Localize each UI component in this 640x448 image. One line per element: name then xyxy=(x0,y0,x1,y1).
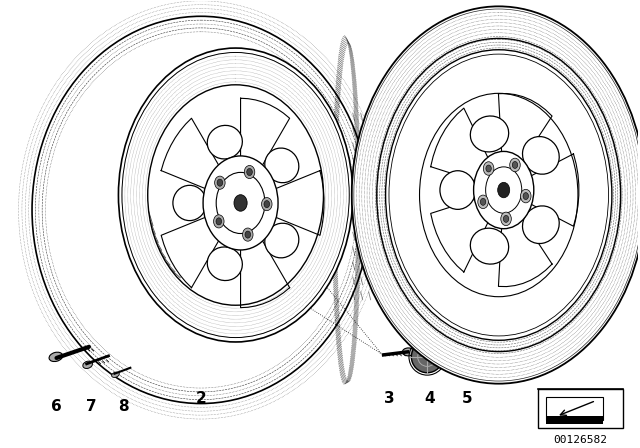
Text: 4: 4 xyxy=(424,391,435,406)
Ellipse shape xyxy=(452,357,480,377)
Ellipse shape xyxy=(83,361,92,369)
Ellipse shape xyxy=(470,116,509,152)
Ellipse shape xyxy=(264,201,269,207)
Ellipse shape xyxy=(478,195,488,209)
Ellipse shape xyxy=(486,165,492,172)
Text: 7: 7 xyxy=(86,399,97,414)
Ellipse shape xyxy=(214,215,224,228)
Text: 8: 8 xyxy=(118,399,129,414)
Ellipse shape xyxy=(474,151,534,228)
Text: 3: 3 xyxy=(384,391,395,406)
Ellipse shape xyxy=(522,137,559,174)
Ellipse shape xyxy=(216,172,265,233)
Ellipse shape xyxy=(385,50,612,340)
Ellipse shape xyxy=(216,218,221,225)
Ellipse shape xyxy=(420,93,578,297)
Ellipse shape xyxy=(467,364,475,370)
Ellipse shape xyxy=(520,190,531,203)
Ellipse shape xyxy=(522,206,559,244)
Circle shape xyxy=(412,341,443,373)
Ellipse shape xyxy=(245,231,251,238)
Ellipse shape xyxy=(111,372,119,377)
Bar xyxy=(547,417,603,424)
Ellipse shape xyxy=(458,362,474,372)
Ellipse shape xyxy=(512,161,518,168)
Ellipse shape xyxy=(173,185,206,220)
Ellipse shape xyxy=(503,215,509,222)
Ellipse shape xyxy=(500,212,511,226)
Ellipse shape xyxy=(403,348,414,356)
Ellipse shape xyxy=(440,171,476,209)
Text: 6: 6 xyxy=(51,399,62,414)
Ellipse shape xyxy=(234,195,247,211)
Text: 1: 1 xyxy=(499,351,509,366)
Ellipse shape xyxy=(457,364,465,370)
Ellipse shape xyxy=(244,165,255,179)
Ellipse shape xyxy=(352,6,640,383)
Ellipse shape xyxy=(470,228,509,264)
Ellipse shape xyxy=(523,193,529,199)
Ellipse shape xyxy=(262,198,272,211)
Ellipse shape xyxy=(217,179,223,186)
Text: 2: 2 xyxy=(195,391,206,406)
Ellipse shape xyxy=(481,198,486,205)
Ellipse shape xyxy=(377,39,621,352)
Text: 00126582: 00126582 xyxy=(554,435,607,445)
Ellipse shape xyxy=(118,48,353,342)
Ellipse shape xyxy=(509,158,520,172)
Ellipse shape xyxy=(498,182,509,198)
Ellipse shape xyxy=(49,352,63,362)
Ellipse shape xyxy=(265,148,299,183)
Text: 5: 5 xyxy=(461,391,472,406)
Ellipse shape xyxy=(207,247,243,280)
Bar xyxy=(538,388,623,428)
Ellipse shape xyxy=(247,168,252,176)
Ellipse shape xyxy=(203,156,278,250)
Ellipse shape xyxy=(214,176,225,189)
Ellipse shape xyxy=(486,167,522,213)
Ellipse shape xyxy=(483,162,494,175)
Ellipse shape xyxy=(265,223,299,258)
Polygon shape xyxy=(547,396,603,420)
Ellipse shape xyxy=(207,125,243,159)
Ellipse shape xyxy=(243,228,253,241)
